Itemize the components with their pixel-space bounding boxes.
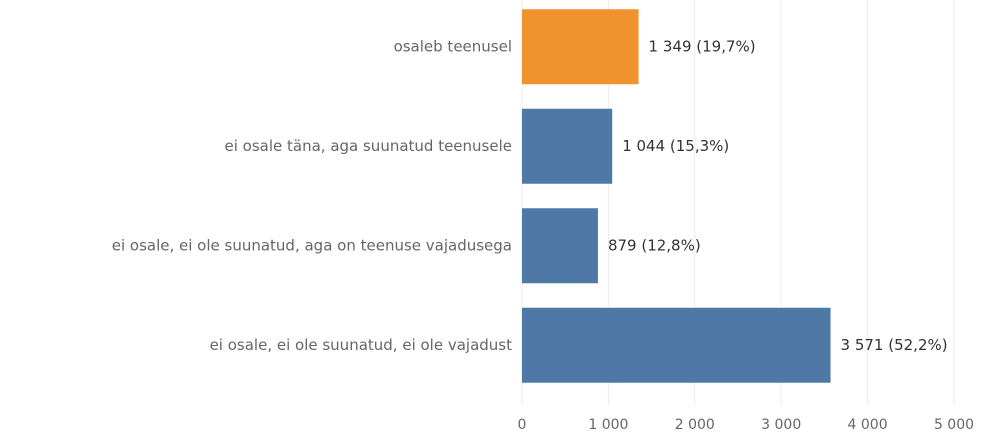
x-tick-label: 2 000 xyxy=(675,417,715,433)
x-tick-label: 0 xyxy=(518,417,527,433)
category-label: ei osale, ei ole suunatud, ei ole vajadu… xyxy=(210,336,513,354)
x-tick-label: 5 000 xyxy=(934,417,974,433)
bar xyxy=(522,307,831,383)
bar xyxy=(522,9,639,85)
category-label: ei osale täna, aga suunatud teenusele xyxy=(225,137,513,155)
x-tick-label: 1 000 xyxy=(588,417,628,433)
value-label: 1 349 (19,7%) xyxy=(649,37,756,55)
bar xyxy=(522,108,613,184)
x-tick-label: 4 000 xyxy=(848,417,888,433)
value-label: 1 044 (15,3%) xyxy=(622,137,729,155)
category-label: osaleb teenusel xyxy=(394,37,512,55)
x-tick-label: 3 000 xyxy=(761,417,801,433)
category-label: ei osale, ei ole suunatud, aga on teenus… xyxy=(112,236,512,254)
value-label: 3 571 (52,2%) xyxy=(841,336,948,354)
value-label: 879 (12,8%) xyxy=(608,236,701,254)
bar xyxy=(522,208,598,284)
